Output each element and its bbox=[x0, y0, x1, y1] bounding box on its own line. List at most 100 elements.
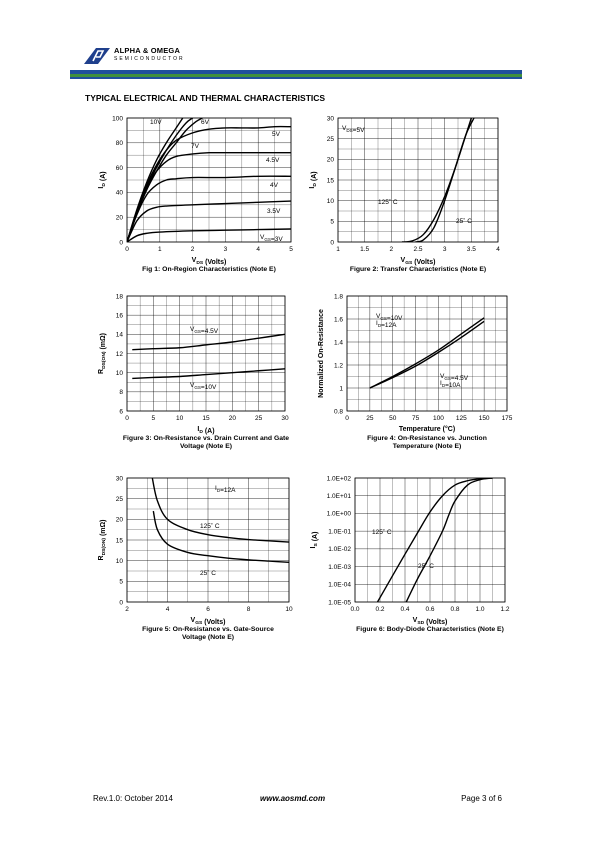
y-tick-label: 1.6 bbox=[334, 316, 343, 323]
x-tick-label: 10 bbox=[176, 415, 184, 422]
y-tick-label: 1.0E-03 bbox=[328, 564, 351, 571]
x-tick-label: 25 bbox=[366, 415, 374, 422]
y-tick-label: 1.2 bbox=[334, 362, 343, 369]
grid bbox=[126, 295, 286, 412]
chart-annotation: ID=12A bbox=[215, 485, 236, 494]
x-tick-label: 0.0 bbox=[350, 606, 359, 613]
series-line bbox=[127, 125, 291, 242]
y-tick-label: 5 bbox=[330, 219, 334, 226]
x-tick-label: 8 bbox=[247, 606, 251, 613]
x-tick-label: 0.8 bbox=[450, 606, 459, 613]
y-tick-label: 30 bbox=[116, 475, 124, 482]
series-line bbox=[127, 175, 291, 242]
series-label: VGS=10V bbox=[190, 382, 217, 391]
footer-page-number: Page 3 of 6 bbox=[461, 794, 502, 803]
grid bbox=[337, 117, 499, 243]
y-tick-label: 1.0E-02 bbox=[328, 546, 351, 553]
x-tick-label: 0 bbox=[345, 415, 349, 422]
plot-frame bbox=[126, 117, 292, 243]
x-tick-label: 3.5 bbox=[467, 246, 476, 253]
series-label: 25˚ C bbox=[456, 217, 472, 225]
series-label: 3.5V bbox=[267, 208, 281, 215]
x-tick-label: 2 bbox=[390, 246, 394, 253]
x-axis-label: VGS (Volts) bbox=[191, 617, 226, 626]
y-tick-label: 10 bbox=[327, 198, 335, 205]
series-line bbox=[151, 478, 289, 543]
figure-caption: Figure 5: On-Resistance vs. Gate-Source bbox=[142, 626, 274, 633]
series-line bbox=[415, 118, 475, 242]
x-tick-label: 25 bbox=[255, 415, 263, 422]
y-tick-label: 1.8 bbox=[334, 293, 343, 300]
x-axis-label: ID (A) bbox=[197, 426, 214, 435]
section-title: TYPICAL ELECTRICAL AND THERMAL CHARACTER… bbox=[85, 93, 326, 103]
x-tick-label: 30 bbox=[281, 415, 289, 422]
x-axis-label: VGS (Volts) bbox=[401, 257, 436, 266]
y-axis-label: IS (A) bbox=[310, 532, 319, 549]
x-tick-label: 0.2 bbox=[375, 606, 384, 613]
y-tick-label: 14 bbox=[116, 332, 124, 339]
x-tick-label: 2 bbox=[125, 606, 129, 613]
series-label: 125˚ C bbox=[372, 528, 392, 536]
series-line bbox=[132, 333, 285, 351]
y-tick-label: 15 bbox=[327, 177, 335, 184]
y-tick-label: 1.0E-04 bbox=[328, 582, 351, 589]
x-tick-label: 4 bbox=[496, 246, 500, 253]
company-division: SEMICONDUCTOR bbox=[114, 56, 185, 62]
y-tick-label: 20 bbox=[116, 215, 124, 222]
y-tick-label: 20 bbox=[116, 517, 124, 524]
y-axis-label: ID (A) bbox=[98, 171, 107, 188]
x-tick-label: 1.2 bbox=[500, 606, 509, 613]
grid bbox=[354, 477, 506, 603]
series-label: 10V bbox=[150, 119, 162, 126]
series-line bbox=[369, 317, 485, 389]
x-tick-label: 1.0 bbox=[475, 606, 484, 613]
header-band-blue bbox=[70, 70, 522, 74]
y-tick-label: 12 bbox=[116, 351, 124, 358]
y-tick-label: 1.0E-05 bbox=[328, 599, 351, 606]
series-label: VGS=10V bbox=[376, 313, 403, 322]
y-tick-label: 0.8 bbox=[334, 408, 343, 415]
chart-fig4-rdson-vs-temp: 0 25 50 75 100 125 150 175 0.8 1 1.2 1.4 1.6 1.8 Tempe… bbox=[318, 293, 513, 450]
series-line bbox=[405, 478, 493, 602]
y-tick-label: 1.0E+01 bbox=[327, 493, 352, 500]
footer-website-link[interactable]: www.aosmd.com bbox=[260, 794, 326, 803]
x-tick-label: 4 bbox=[256, 246, 260, 253]
chart-fig2-transfer: 1 1.5 2 2.5 3 3.5 4 0 5 10 15 20 25 30 VGS (Volts) ID (… bbox=[309, 115, 500, 273]
x-tick-label: 10 bbox=[285, 606, 293, 613]
y-axis-label: ID (A) bbox=[309, 171, 318, 188]
x-tick-label: 15 bbox=[202, 415, 210, 422]
x-tick-label: 0.6 bbox=[425, 606, 434, 613]
x-tick-label: 5 bbox=[289, 246, 293, 253]
series-line bbox=[127, 200, 291, 242]
series-line bbox=[152, 510, 289, 564]
figure-caption: Figure 6: Body-Diode Characteristics (No… bbox=[356, 626, 504, 633]
y-axis-label: RDS(ON) (mΩ) bbox=[98, 333, 107, 374]
series-label: VGS=3V bbox=[260, 234, 283, 243]
x-tick-label: 2 bbox=[191, 246, 195, 253]
y-tick-label: 80 bbox=[116, 140, 124, 147]
figure-caption-cont: Voltage (Note E) bbox=[180, 443, 232, 450]
y-tick-label: 10 bbox=[116, 370, 124, 377]
figure-caption: Figure 3: On-Resistance vs. Drain Curren… bbox=[123, 435, 289, 442]
x-tick-label: 150 bbox=[479, 415, 490, 422]
series-label: VGS=4.5V bbox=[190, 326, 219, 335]
series-label: 6V bbox=[201, 119, 210, 126]
plot-frame bbox=[346, 295, 508, 412]
y-tick-label: 18 bbox=[116, 293, 124, 300]
chart-annotation: VDS=5V bbox=[342, 125, 365, 134]
plot-frame bbox=[126, 295, 286, 412]
y-tick-label: 0 bbox=[119, 239, 123, 246]
x-tick-label: 175 bbox=[502, 415, 513, 422]
chart-fig6-body-diode: 0.0 0.2 0.4 0.6 0.8 1.0 1.2 1.0E-05 1.0E-04 1.0E-… bbox=[310, 475, 510, 633]
y-tick-label: 1.0E-01 bbox=[328, 528, 351, 535]
y-tick-label: 8 bbox=[119, 389, 123, 396]
y-axis-label: Normalized On-Resistance bbox=[318, 309, 325, 398]
y-tick-label: 20 bbox=[327, 157, 335, 164]
y-tick-label: 25 bbox=[116, 496, 124, 503]
y-tick-label: 0 bbox=[119, 599, 123, 606]
y-tick-label: 25 bbox=[327, 136, 335, 143]
series-line bbox=[127, 228, 291, 242]
y-axis-label: RDS(ON) (mΩ) bbox=[98, 520, 107, 561]
series-label: 5V bbox=[272, 131, 281, 138]
x-tick-label: 20 bbox=[229, 415, 237, 422]
